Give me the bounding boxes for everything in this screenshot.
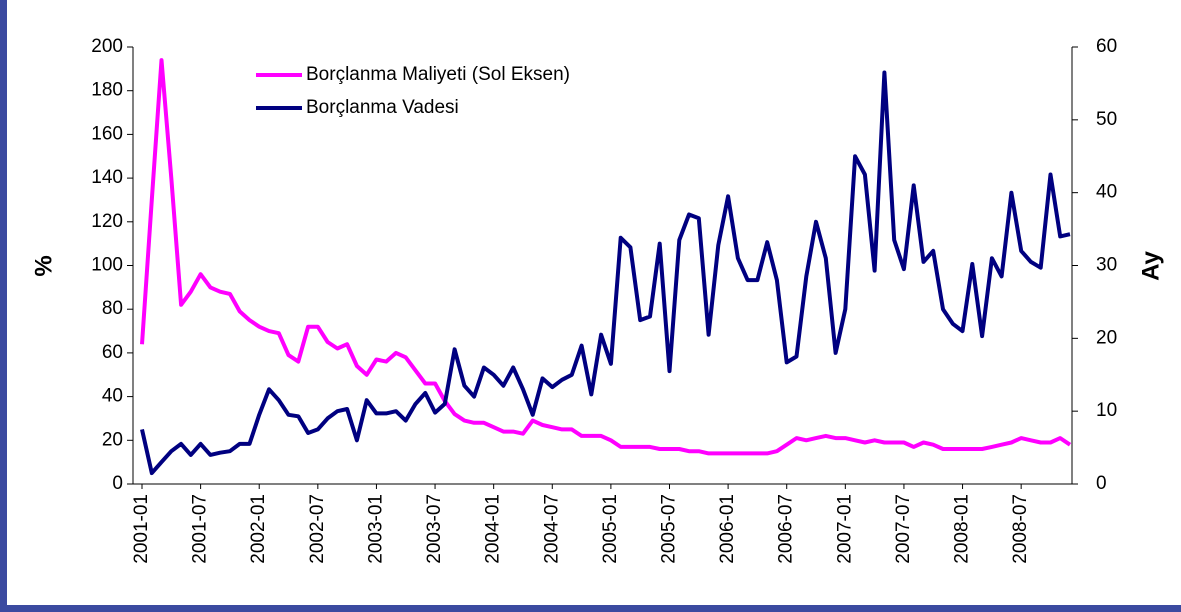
y2-tick-label: 20 <box>1096 327 1117 348</box>
x-tick-label: 2002-01 <box>248 494 269 564</box>
y-tick-label: 120 <box>91 211 123 232</box>
x-tick-label: 2001-01 <box>131 494 152 564</box>
y-tick-label: 0 <box>112 473 123 494</box>
x-tick-label: 2007-07 <box>893 494 914 564</box>
x-tick-label: 2004-01 <box>483 494 504 564</box>
x-tick-label: 2005-07 <box>659 494 680 564</box>
x-tick-label: 2005-01 <box>600 494 621 564</box>
y2-axis-label: Ay <box>1137 250 1164 280</box>
x-tick-label: 2004-07 <box>541 494 562 564</box>
legend-label: Borçlanma Maliyeti (Sol Eksen) <box>306 64 570 85</box>
series-line <box>140 70 1071 476</box>
x-tick-label: 2006-01 <box>717 494 738 564</box>
frame-bottom <box>0 605 1181 612</box>
y2-tick-label: 0 <box>1096 473 1107 494</box>
y2-tick-label: 40 <box>1096 182 1117 203</box>
y-tick-label: 40 <box>102 386 123 407</box>
y2-tick-label: 60 <box>1096 36 1117 57</box>
frame-left <box>0 0 7 612</box>
y-tick-label: 60 <box>102 342 123 363</box>
series-line <box>140 58 1072 456</box>
x-tick-label: 2007-01 <box>834 494 855 564</box>
y-tick-label: 80 <box>102 298 123 319</box>
y-tick-label: 180 <box>91 80 123 101</box>
x-tick-label: 2002-07 <box>307 494 328 564</box>
y2-tick-label: 50 <box>1096 109 1117 130</box>
y-tick-label: 100 <box>91 255 123 276</box>
x-tick-label: 2003-07 <box>424 494 445 564</box>
y-tick-label: 160 <box>91 123 123 144</box>
y2-tick-label: 30 <box>1096 255 1117 276</box>
x-tick-label: 2008-01 <box>952 494 973 564</box>
legend-label: Borçlanma Vadesi <box>306 97 459 118</box>
x-tick-label: 2008-07 <box>1010 494 1031 564</box>
x-tick-label: 2006-07 <box>776 494 797 564</box>
x-tick-label: 2001-07 <box>190 494 211 564</box>
y-axis-label: % <box>30 255 57 276</box>
y-tick-label: 200 <box>91 36 123 57</box>
y-tick-label: 140 <box>91 167 123 188</box>
y2-tick-label: 10 <box>1096 400 1117 421</box>
y-tick-label: 20 <box>102 429 123 450</box>
x-tick-label: 2003-01 <box>365 494 386 564</box>
